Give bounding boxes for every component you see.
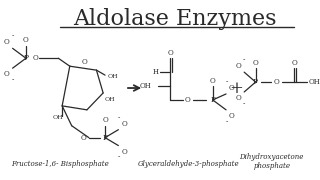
Text: O: O xyxy=(229,84,235,92)
Text: -: - xyxy=(243,100,245,108)
Text: O: O xyxy=(4,70,10,78)
Text: O: O xyxy=(236,62,241,70)
Text: OH: OH xyxy=(309,78,320,86)
Text: O: O xyxy=(121,148,127,156)
Text: O: O xyxy=(121,120,127,128)
Text: O: O xyxy=(253,59,259,67)
Text: -: - xyxy=(226,78,228,86)
Text: O: O xyxy=(236,94,241,102)
Text: O: O xyxy=(292,59,298,67)
Text: O: O xyxy=(274,78,279,86)
Text: OH: OH xyxy=(53,115,64,120)
Text: Dihydroxyacetone
phosphate: Dihydroxyacetone phosphate xyxy=(240,153,304,170)
Text: Aldolase Enzymes: Aldolase Enzymes xyxy=(73,8,276,30)
Text: O: O xyxy=(80,134,86,142)
Text: P: P xyxy=(210,96,215,104)
Text: Glyceraldehyde-3-phosphate: Glyceraldehyde-3-phosphate xyxy=(138,160,240,168)
Text: OH: OH xyxy=(140,82,152,90)
Text: P: P xyxy=(102,134,108,142)
Text: O: O xyxy=(185,96,191,104)
Text: Fructose-1,6- Bisphosphate: Fructose-1,6- Bisphosphate xyxy=(12,160,109,168)
Text: O: O xyxy=(210,77,216,85)
Text: -: - xyxy=(243,56,245,64)
Text: OH: OH xyxy=(108,74,118,79)
Text: -: - xyxy=(226,118,228,126)
Text: H: H xyxy=(153,68,158,76)
Text: O: O xyxy=(168,49,174,57)
Text: P: P xyxy=(253,78,258,86)
Text: -: - xyxy=(12,32,14,40)
Text: O: O xyxy=(229,112,235,120)
Text: O: O xyxy=(4,38,10,46)
Text: P: P xyxy=(23,54,28,62)
Text: OH: OH xyxy=(105,97,115,102)
Text: O: O xyxy=(23,36,29,44)
Text: O: O xyxy=(102,116,108,124)
Text: O: O xyxy=(33,54,38,62)
Text: -: - xyxy=(118,114,121,122)
Text: -: - xyxy=(118,154,121,161)
Text: +: + xyxy=(229,80,244,96)
Text: -: - xyxy=(12,76,14,84)
Text: O: O xyxy=(81,58,87,66)
